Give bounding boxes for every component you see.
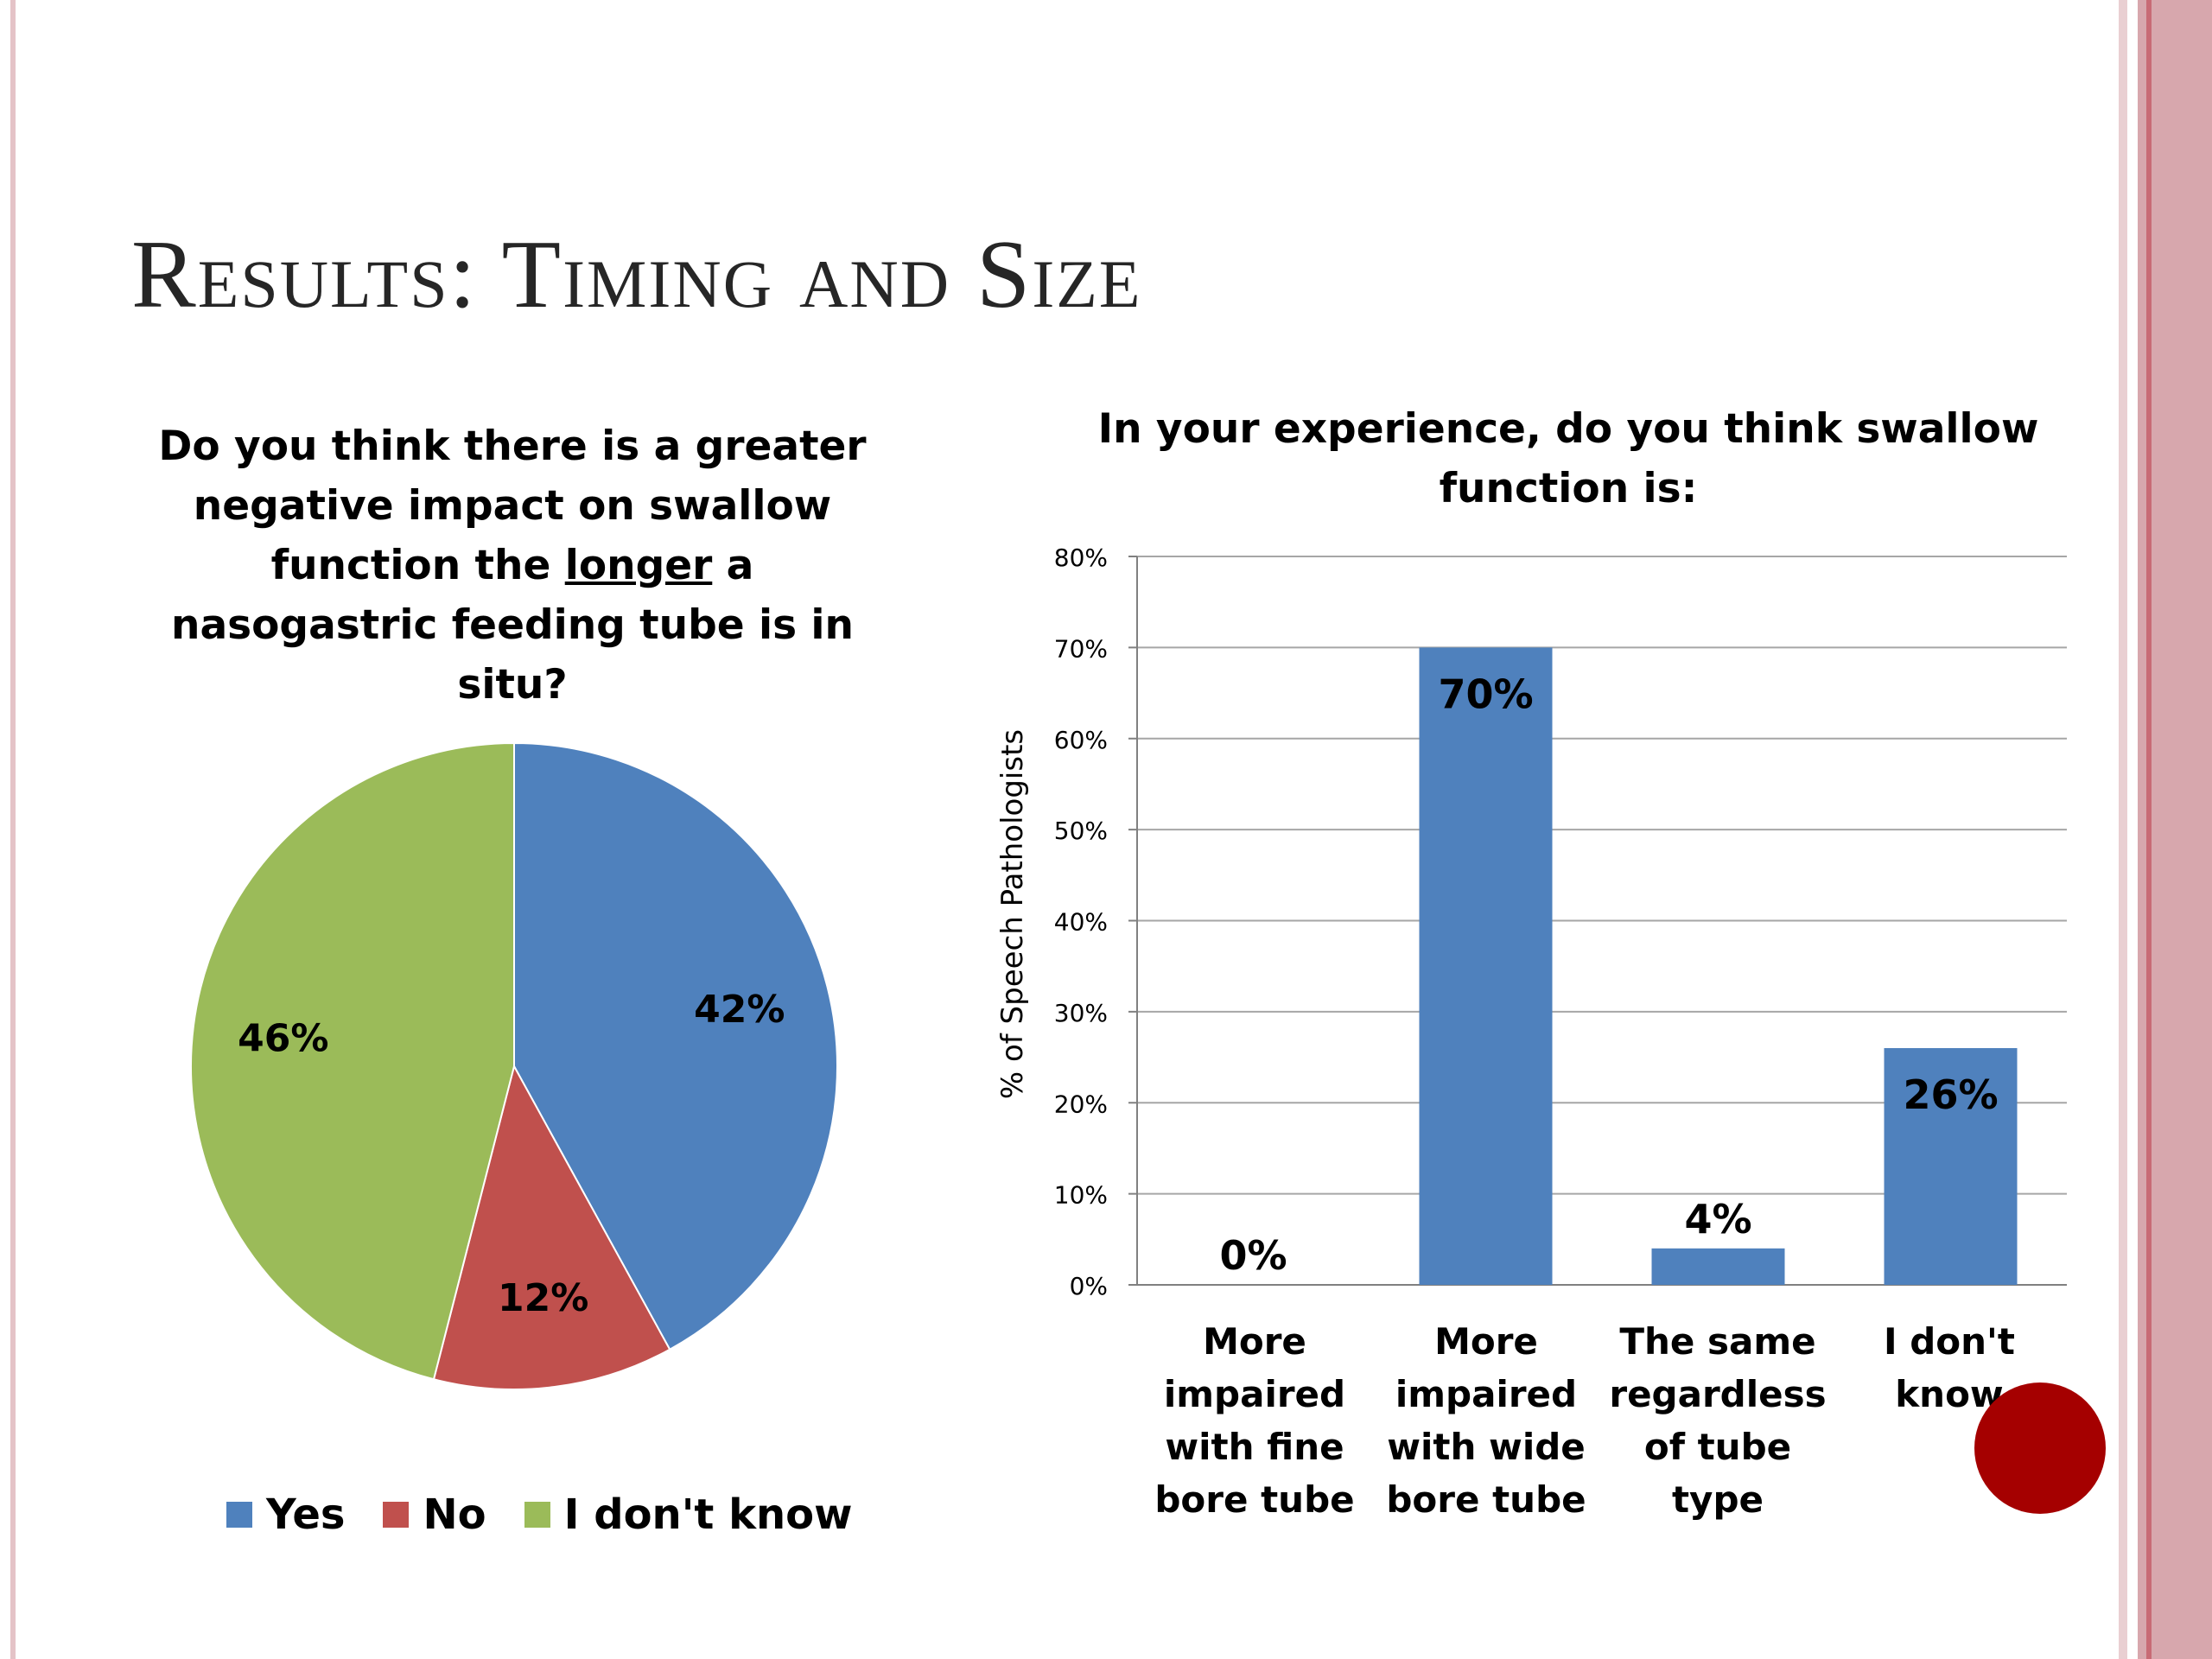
pie-chart-legend: Yes No I don't know bbox=[226, 1486, 852, 1543]
legend-swatch-no bbox=[383, 1502, 410, 1528]
pie-title-part-1: Do you think there is a greater negative… bbox=[158, 423, 867, 589]
legend-item-no: No bbox=[383, 1486, 486, 1543]
bar-category-wide-bore: More impaired with wide bore tube bbox=[1386, 1320, 1586, 1521]
legend-label-no: No bbox=[423, 1491, 486, 1539]
y-tick-label-50: 50% bbox=[1054, 817, 1108, 845]
pie-slice-i-don-t-know bbox=[190, 741, 515, 1381]
y-tick-label-30: 30% bbox=[1054, 999, 1108, 1027]
bar-chart-title: In your experience, do you think swallow… bbox=[1097, 405, 2039, 512]
bar-3 bbox=[1884, 1048, 2018, 1285]
bar-data-label-2: 4% bbox=[1684, 1196, 1751, 1243]
pie-label-no: 12% bbox=[498, 1276, 588, 1320]
legend-item-yes: Yes bbox=[226, 1486, 345, 1543]
frame-stripe-accent bbox=[2146, 0, 2152, 1659]
bar-chart-data-labels: 0% 70% 4% 26% bbox=[1219, 671, 1998, 1279]
pie-title-part-2: a nasogastric feeding tube is in situ? bbox=[170, 542, 854, 709]
pie-label-yes: 42% bbox=[694, 988, 785, 1032]
legend-label-dont-know: I don't know bbox=[563, 1491, 853, 1539]
frame-stripe-dark bbox=[2160, 0, 2167, 1659]
bar-chart-bars bbox=[1419, 647, 2018, 1285]
y-tick-label-70: 70% bbox=[1054, 634, 1108, 663]
frame-stripe-left bbox=[10, 0, 16, 1659]
pie-label-i-don-t-know: 46% bbox=[238, 1016, 328, 1060]
y-tick-label-0: 0% bbox=[1070, 1272, 1108, 1300]
legend-swatch-yes bbox=[226, 1502, 252, 1528]
frame-stripe-light bbox=[2119, 0, 2127, 1659]
bar-chart-y-ticks: 0% 10% 20% 30% 40% 50% 60% 70% 80% bbox=[1054, 543, 1108, 1300]
bar-data-label-1: 70% bbox=[1438, 671, 1533, 717]
bar-category-dont-know: I don't know bbox=[1883, 1320, 2015, 1415]
y-tick-label-60: 60% bbox=[1054, 726, 1108, 754]
decorative-red-circle bbox=[1974, 1382, 2106, 1514]
bar-data-label-0: 0% bbox=[1219, 1232, 1287, 1279]
y-tick-label-20: 20% bbox=[1054, 1090, 1108, 1118]
pie-slice-no bbox=[432, 1064, 671, 1391]
y-tick-label-80: 80% bbox=[1054, 543, 1108, 572]
y-tick-label-10: 10% bbox=[1054, 1181, 1108, 1210]
pie-chart-title: Do you think there is a greater negative… bbox=[147, 416, 878, 715]
bar-chart-y-axis-label: % of Speech Pathologists bbox=[995, 729, 1030, 1099]
bar-category-fine-bore: More impaired with fine bore tube bbox=[1154, 1320, 1355, 1521]
pie-title-underlined: longer bbox=[564, 542, 713, 589]
legend-swatch-dont-know bbox=[524, 1502, 550, 1528]
y-tick-label-40: 40% bbox=[1054, 908, 1108, 937]
bar-data-label-3: 26% bbox=[1903, 1071, 1998, 1118]
pie-chart: 42% 12% 46% bbox=[190, 741, 839, 1391]
bar-category-same: The same regardless of tube type bbox=[1609, 1320, 1827, 1521]
slide-title: Results: Timing and Size bbox=[131, 221, 1142, 328]
bar-1 bbox=[1419, 647, 1553, 1285]
legend-label-yes: Yes bbox=[266, 1491, 346, 1539]
bar-2 bbox=[1651, 1248, 1785, 1285]
pie-slice-yes bbox=[513, 741, 839, 1351]
legend-item-dont-know: I don't know bbox=[524, 1486, 853, 1543]
